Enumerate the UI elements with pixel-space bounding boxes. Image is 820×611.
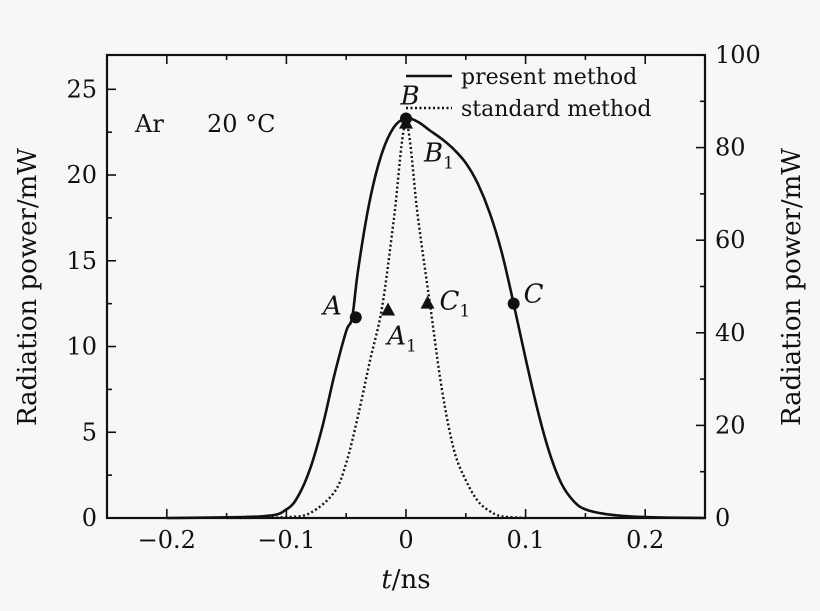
x-tick-label: −0.2: [138, 526, 196, 554]
y-right-tick-label: 40: [715, 319, 746, 347]
y-axis-right-label: Radiation power/mW: [777, 148, 807, 426]
y-right-tick-label: 80: [715, 134, 746, 162]
y-right-tick-label: 0: [715, 504, 730, 532]
point-c-marker: [507, 297, 520, 310]
y-left-tick-label: 15: [66, 247, 97, 275]
point-label-c: C: [524, 280, 544, 310]
y-right-tick-label: 20: [715, 411, 746, 439]
point-label-subscript: 1: [459, 302, 470, 322]
y-left-tick-label: 25: [66, 75, 97, 103]
legend: present method standard method: [406, 65, 651, 122]
legend-label-standard: standard method: [461, 97, 651, 122]
legend-label-present: present method: [461, 65, 637, 90]
point-label-subscript: 1: [443, 154, 454, 174]
tick-labels: −0.2 −0.1 0 0.1 0.2 0 5 10 15 20 25 0 20 40 60 80 100: [66, 41, 760, 554]
point-label-c1: C1: [440, 287, 471, 322]
y-left-tick-label: 10: [66, 333, 97, 361]
series-standard-method: [226, 122, 526, 520]
x-axis-unit: /ns: [392, 565, 431, 595]
point-c1-marker: [420, 295, 435, 309]
x-axis-label: t/ns: [381, 565, 430, 595]
x-tick-label: 0.1: [507, 526, 545, 554]
series-present-method: [166, 116, 706, 520]
annotation-temperature: 20 °C: [207, 110, 276, 138]
x-axis-var: t: [381, 565, 392, 595]
point-a1-marker: [381, 302, 396, 316]
annotation-gas: Ar: [134, 110, 164, 138]
y-right-tick-label: 60: [715, 226, 746, 254]
y-left-tick-label: 0: [82, 504, 97, 532]
data-series: [166, 116, 706, 520]
y-right-tick-label: 100: [715, 41, 761, 69]
point-label-a: A: [321, 291, 342, 321]
y-left-tick-label: 20: [66, 161, 97, 189]
axis-ticks: [106, 54, 706, 519]
point-a-marker: [349, 311, 362, 324]
point-label-b: B: [399, 81, 419, 111]
y-axis-left-label: Radiation power/mW: [13, 148, 43, 426]
x-tick-label: 0.2: [626, 526, 664, 554]
point-b1-marker: [399, 115, 413, 129]
point-label-a1: A1: [385, 322, 417, 357]
x-tick-label: 0: [398, 526, 413, 554]
y-left-tick-label: 5: [82, 418, 97, 446]
x-tick-label: −0.1: [257, 526, 315, 554]
point-label-subscript: 1: [406, 337, 417, 357]
